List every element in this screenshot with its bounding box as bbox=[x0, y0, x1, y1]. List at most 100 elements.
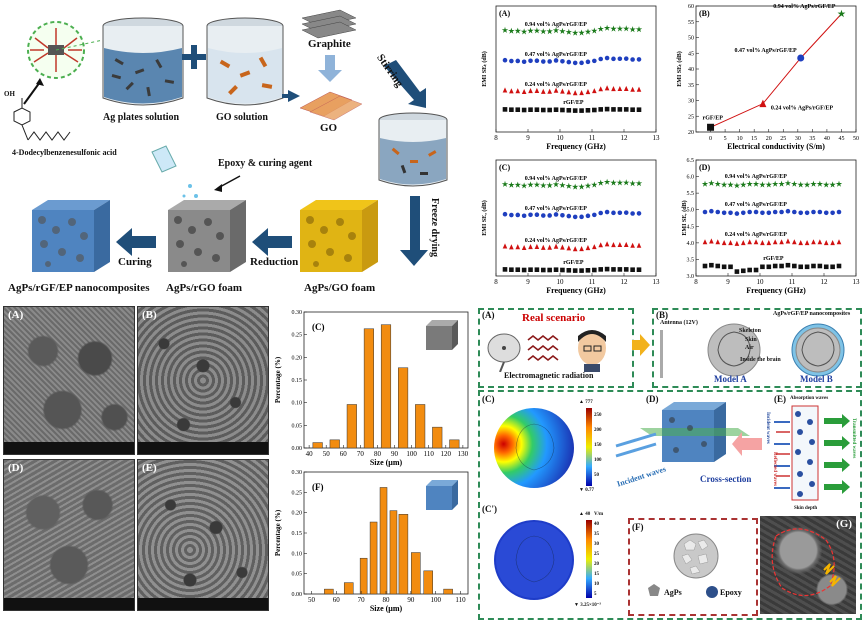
real-scenario-graphic bbox=[487, 330, 606, 372]
marker-square bbox=[707, 123, 715, 131]
marker-circle bbox=[540, 213, 546, 218]
marker-circle bbox=[502, 57, 508, 63]
marker-triangle bbox=[792, 239, 797, 245]
x-tick-label: 60 bbox=[333, 596, 341, 604]
agps-go-foam-label: AgPs/GO foam bbox=[304, 282, 376, 294]
marker-star bbox=[816, 180, 824, 187]
marker-square bbox=[521, 267, 527, 273]
series-3 bbox=[502, 106, 642, 113]
marker-square bbox=[747, 267, 752, 273]
y-tick-label: 0.10 bbox=[292, 551, 303, 557]
marker-triangle bbox=[540, 88, 546, 94]
y-tick-label: 0.25 bbox=[292, 333, 303, 339]
marker-circle bbox=[572, 214, 578, 220]
marker-circle bbox=[509, 212, 514, 218]
y-tick-label: 30 bbox=[688, 99, 694, 105]
marker-star bbox=[501, 26, 509, 33]
chart-label: (A) bbox=[499, 9, 510, 18]
marker-circle bbox=[592, 212, 597, 218]
x-tick-label: 13 bbox=[653, 278, 661, 286]
marker-star bbox=[623, 179, 630, 186]
em-wave-icon bbox=[527, 334, 559, 362]
x-tick-label: 11 bbox=[589, 278, 596, 286]
curing-label: Curing bbox=[118, 256, 152, 268]
marker-square bbox=[509, 107, 514, 112]
histograms-panel: 40 50 60 70 80 90 100 110 120 130 0.00 0.05 0.10 0.15… bbox=[270, 304, 476, 620]
marker-star bbox=[610, 25, 617, 32]
hist-bar bbox=[389, 510, 398, 595]
marker-triangle bbox=[579, 246, 584, 252]
hist-bar bbox=[380, 324, 392, 449]
y-tick-label: 0.00 bbox=[292, 592, 303, 598]
y-tick-label: 20 bbox=[688, 130, 694, 136]
x-tick-label: 90 bbox=[407, 596, 415, 604]
marker-circle bbox=[604, 55, 610, 61]
marker-triangle bbox=[779, 239, 784, 245]
x-tick-label: 100 bbox=[430, 596, 441, 604]
marker-square bbox=[515, 267, 521, 272]
marker-circle bbox=[702, 209, 708, 215]
series-label: rGF/EP bbox=[763, 256, 784, 262]
marker-star bbox=[546, 182, 553, 189]
marker-triangle bbox=[515, 88, 521, 94]
marker-triangle bbox=[636, 86, 642, 92]
marker-circle bbox=[785, 208, 791, 214]
x-tick-label: 110 bbox=[424, 450, 435, 458]
marker-star bbox=[759, 181, 766, 188]
person-head-icon bbox=[578, 330, 606, 372]
series-label: 0.94 vol% AgPs/rGF/EP bbox=[725, 174, 788, 180]
agps-legend-label: AgPs bbox=[664, 588, 682, 597]
chart-label: (C) bbox=[499, 163, 510, 172]
marker-circle bbox=[547, 59, 552, 64]
hist-bar bbox=[363, 328, 374, 449]
series-3 bbox=[502, 266, 642, 273]
y-axis-label: Percentage (%) bbox=[274, 509, 282, 556]
series-label: 0.94 vol% AgPs/rGF/EP bbox=[525, 176, 588, 182]
marker-star bbox=[803, 181, 811, 188]
cb-cp-bottom: ▼ 3.25×10⁻³ bbox=[574, 603, 601, 608]
marker-square bbox=[566, 268, 572, 273]
series-1 bbox=[502, 55, 642, 66]
series-2 bbox=[502, 85, 642, 96]
x-tick-label: 12 bbox=[621, 278, 629, 286]
marker-square bbox=[823, 264, 829, 270]
freeze-drying-label: Freeze drying bbox=[429, 198, 440, 257]
hist-bar bbox=[324, 588, 334, 595]
marker-star bbox=[797, 181, 804, 188]
y-tick-label: 5.0 bbox=[687, 208, 695, 214]
marker-triangle bbox=[592, 88, 597, 94]
marker-circle bbox=[572, 60, 578, 66]
marker-square bbox=[502, 267, 508, 272]
marker-square bbox=[611, 267, 616, 272]
marker-circle bbox=[623, 210, 629, 215]
marker-star bbox=[629, 26, 636, 33]
marker-triangle bbox=[747, 239, 752, 245]
agps-rgo-foam-cube bbox=[168, 200, 246, 272]
x-tick-label: 13 bbox=[853, 278, 861, 286]
marker-triangle bbox=[753, 239, 759, 245]
chart-label: (C) bbox=[312, 322, 325, 332]
simulation-panel: (A) Real scenario Electromagnetic radiat… bbox=[478, 308, 862, 620]
skin-label: Skin bbox=[745, 337, 757, 343]
marker-star bbox=[616, 179, 624, 186]
marker-circle bbox=[715, 209, 721, 215]
marker-star bbox=[810, 180, 817, 187]
marker-star bbox=[720, 181, 728, 188]
x-tick-label: 9 bbox=[526, 134, 530, 142]
marker-square bbox=[553, 107, 559, 112]
marker-star bbox=[578, 183, 585, 190]
model-b-label: Model B bbox=[800, 374, 833, 384]
hist-bar bbox=[346, 404, 357, 449]
marker-square bbox=[734, 269, 740, 274]
marker-circle bbox=[779, 209, 784, 215]
y-tick-label: 0.00 bbox=[292, 446, 303, 452]
marker-square bbox=[509, 267, 514, 272]
marker-star bbox=[584, 28, 592, 35]
x-tick-label: 10 bbox=[557, 134, 565, 142]
marker-star bbox=[572, 183, 579, 190]
marker-circle bbox=[636, 211, 642, 216]
marker-square bbox=[798, 264, 804, 270]
marker-circle bbox=[747, 209, 752, 215]
marker-star bbox=[746, 180, 753, 187]
graphite-label: Graphite bbox=[308, 38, 351, 50]
